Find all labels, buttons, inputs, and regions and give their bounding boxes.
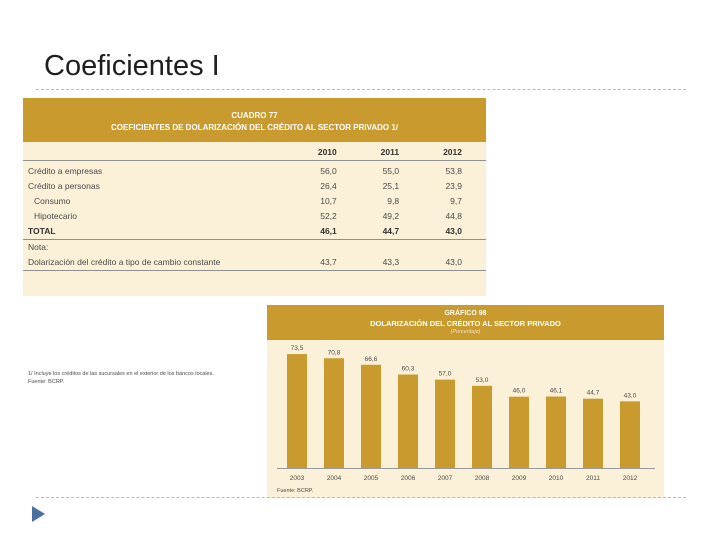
data-label: 46,1 xyxy=(550,388,563,395)
column-header: 2012 xyxy=(399,144,486,161)
data-label: 73,5 xyxy=(291,345,304,352)
table-row: Crédito a personas 26,4 25,1 23,9 xyxy=(23,179,486,194)
cell-value: 43,0 xyxy=(399,224,486,240)
row-label: Crédito a personas xyxy=(28,181,100,191)
table-row: Dolarización del crédito a tipo de cambi… xyxy=(23,255,486,271)
chart-unit: (Porcentaje) xyxy=(450,329,481,335)
table-source: Fuente: BCRP. xyxy=(28,379,65,385)
data-label: 53,0 xyxy=(476,377,489,384)
cell-value: 25,1 xyxy=(382,181,400,191)
data-label: 46,0 xyxy=(513,388,526,395)
x-tick-label: 2010 xyxy=(549,475,564,482)
chart-source: Fuente: BCRP. xyxy=(277,488,314,494)
table-number: CUADRO 77 xyxy=(231,111,278,120)
data-label: 60,3 xyxy=(402,366,415,373)
bar-2004 xyxy=(324,358,344,468)
table-row: Crédito a empresas 56,0 55,0 53,8 xyxy=(23,164,486,179)
x-tick-label: 2003 xyxy=(290,475,305,482)
table-title: COEFICIENTES DE DOLARIZACIÓN DEL CRÉDITO… xyxy=(111,123,398,132)
column-header: 2011 xyxy=(336,144,400,161)
bar-2011 xyxy=(583,398,603,468)
row-label: Dolarización del crédito a tipo de cambi… xyxy=(23,255,275,271)
x-tick-label: 2006 xyxy=(401,475,416,482)
dollarization-table: CUADRO 77 COEFICIENTES DE DOLARIZACIÓN D… xyxy=(23,98,486,385)
cell-value: 9,7 xyxy=(450,196,462,206)
row-label: Consumo xyxy=(34,196,71,206)
bar-chart: 73,5 2003 70,8 2004 66,6 2005 60,3 2006 57,0 2007… xyxy=(277,345,655,482)
x-tick-label: 2011 xyxy=(586,475,600,482)
bar-2007 xyxy=(435,379,455,468)
cell-value: 23,9 xyxy=(445,181,462,191)
cell-value: 9,8 xyxy=(387,196,400,206)
bar-2005 xyxy=(361,364,381,468)
cell-value: 49,2 xyxy=(382,211,400,221)
cell-value: 26,4 xyxy=(320,181,337,191)
bar-2012 xyxy=(620,401,640,468)
table-footnote: 1/ Incluye los créditos de las sucursale… xyxy=(28,371,214,377)
header-blank xyxy=(23,144,275,161)
bullet-arrow-icon xyxy=(32,506,45,522)
bar-2010 xyxy=(546,396,566,468)
table-footnote-block: 1/ Incluye los créditos de las sucursale… xyxy=(28,370,214,386)
row-label: Nota: xyxy=(28,242,49,252)
chart-title: DOLARIZACIÓN DEL CRÉDITO AL SECTOR PRIVA… xyxy=(370,319,561,328)
table-row-note: Nota: xyxy=(23,240,486,256)
table-column-header-row: 2010 2011 2012 xyxy=(23,144,486,161)
top-divider xyxy=(36,89,686,90)
table-row-total: TOTAL 46,1 44,7 43,0 xyxy=(23,224,486,240)
cell-value: 43,3 xyxy=(336,255,400,271)
row-label: Hipotecario xyxy=(34,211,77,221)
chart-header-band: GRÁFICO 98 DOLARIZACIÓN DEL CRÉDITO AL S… xyxy=(267,305,664,340)
cell-value: 43,7 xyxy=(274,255,337,271)
chart-number: GRÁFICO 98 xyxy=(444,310,487,317)
data-label: 57,0 xyxy=(439,371,452,378)
table-row: Consumo 10,7 9,8 9,7 xyxy=(23,194,486,209)
data-label: 70,8 xyxy=(328,349,341,356)
cell-value: 44,8 xyxy=(445,211,462,221)
slide-title: Coeficientes I xyxy=(44,50,220,82)
data-table: 2010 2011 2012 Crédito a empresas 56,0 5… xyxy=(23,144,486,271)
x-tick-label: 2007 xyxy=(438,475,453,482)
x-tick-label: 2005 xyxy=(364,475,379,482)
x-tick-label: 2009 xyxy=(512,475,527,482)
cell-value: 46,1 xyxy=(274,224,337,240)
bar-2003 xyxy=(287,354,307,468)
column-header: 2010 xyxy=(274,144,337,161)
row-label: TOTAL xyxy=(23,224,275,240)
table-row: Hipotecario 52,2 49,2 44,8 xyxy=(23,209,486,224)
bar-2008 xyxy=(472,385,492,468)
data-label: 44,7 xyxy=(587,390,600,397)
bar-2009 xyxy=(509,396,529,468)
cell-value: 53,8 xyxy=(445,166,462,176)
cell-value: 43,0 xyxy=(399,255,486,271)
x-tick-label: 2008 xyxy=(475,475,490,482)
row-label: Crédito a empresas xyxy=(28,166,103,176)
dollarization-chart: GRÁFICO 98 DOLARIZACIÓN DEL CRÉDITO AL S… xyxy=(267,305,664,498)
x-tick-label: 2004 xyxy=(327,475,342,482)
bar-2006 xyxy=(398,374,418,468)
data-label: 43,0 xyxy=(624,392,637,399)
cell-value: 44,7 xyxy=(336,224,400,240)
cell-value: 55,0 xyxy=(382,166,400,176)
bottom-divider xyxy=(36,497,686,498)
cell-value: 56,0 xyxy=(320,166,337,176)
cell-value: 52,2 xyxy=(320,211,337,221)
x-tick-label: 2012 xyxy=(623,475,638,482)
cell-value: 10,7 xyxy=(320,196,337,206)
table-header-band: CUADRO 77 COEFICIENTES DE DOLARIZACIÓN D… xyxy=(23,98,486,142)
data-label: 66,6 xyxy=(365,356,378,363)
